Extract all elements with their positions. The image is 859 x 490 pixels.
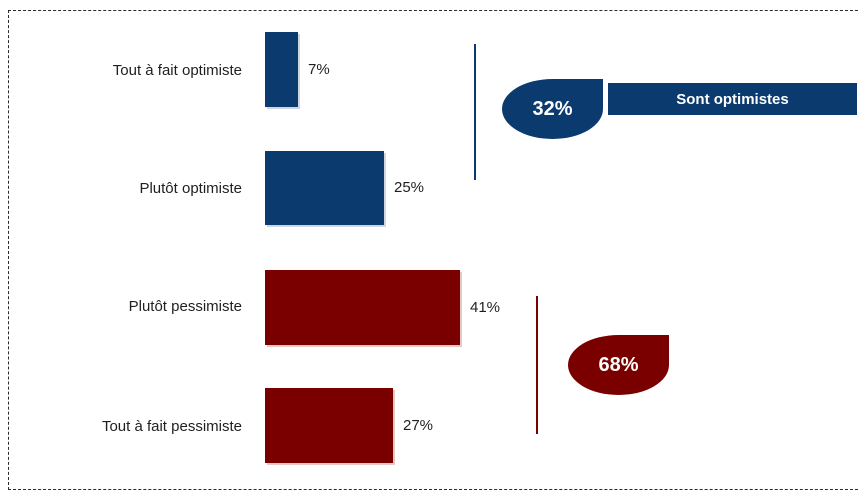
bar-tout-a-fait-optimiste	[265, 32, 298, 107]
optimist-banner: Sont optimistes	[608, 83, 857, 115]
value-label-tout-a-fait-optimiste: 7%	[308, 60, 330, 78]
optimist-group-line	[474, 44, 476, 180]
value-label-plutot-optimiste: 25%	[394, 179, 425, 196]
optimist-total-badge: 32%	[502, 79, 603, 139]
bar-tout-a-fait-pessimiste	[265, 388, 393, 463]
category-label-plutot-pessimiste: Plutôt pessimiste	[128, 298, 242, 315]
bar-plutot-pessimiste	[265, 270, 460, 345]
pessimist-total-badge: 68%	[568, 335, 669, 395]
pessimist-group-line	[536, 296, 538, 434]
category-label-tout-a-fait-pessimiste: Tout à fait pessimiste	[101, 418, 242, 435]
chart-canvas: Tout à fait optimiste Plutôt optimiste P…	[8, 10, 859, 490]
category-label-plutot-optimiste: Plutôt optimiste	[139, 180, 242, 197]
category-label-tout-a-fait-optimiste: Tout à fait optimiste	[112, 62, 242, 79]
bar-plutot-optimiste	[265, 151, 384, 225]
value-label-tout-a-fait-pessimiste: 27%	[403, 416, 434, 434]
value-label-plutot-pessimiste: 41%	[470, 298, 501, 316]
